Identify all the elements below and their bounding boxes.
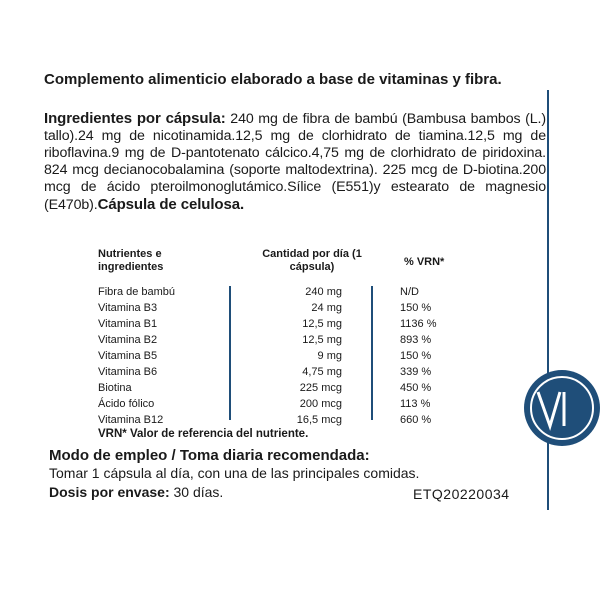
usage-title: Modo de empleo / Toma diaria recomendada… [49, 447, 370, 464]
table-cell: Fibra de bambú [98, 286, 176, 298]
logo-ring [530, 376, 594, 440]
table-cell: 339 % [400, 366, 432, 378]
table-cell: Vitamina B5 [98, 350, 158, 362]
logo-mark [536, 391, 566, 431]
table-cell: 12,5 mg [302, 334, 342, 346]
table-cell: Vitamina B1 [98, 318, 158, 330]
table-cell: 450 % [400, 382, 432, 394]
ingredients-text: 240 mg de fibra de bambú (Bambusa bambos… [44, 111, 547, 213]
table-cell: Ácido fólico [98, 398, 155, 410]
table-header: % VRN* [404, 256, 445, 268]
ingredients-label: Ingredientes por cápsula: [44, 110, 226, 127]
table-cell: 4,75 mg [302, 366, 342, 378]
table-cell: 150 % [400, 302, 432, 314]
table-cell: 150 % [400, 350, 432, 362]
logo-circle [524, 370, 600, 446]
ingredients: Ingredientes por cápsula: 240 mg de fibr… [44, 110, 546, 214]
table-cell: Biotina [98, 382, 132, 394]
table-cell: 12,5 mg [302, 318, 342, 330]
table-cell: 24 mg [311, 302, 342, 314]
ingredients-closing: Cápsula de celulosa. [97, 196, 245, 213]
table-cell: Vitamina B2 [98, 334, 158, 346]
column-divider [371, 286, 373, 420]
table-cell: 113 % [400, 398, 431, 410]
dose-label: Dosis por envase: [49, 484, 170, 500]
label-code: ETQ20220034 [413, 486, 510, 502]
table-cell: 200 mcg [299, 398, 342, 410]
table-cell: 240 mg [305, 286, 342, 298]
table-cell: Vitamina B6 [98, 366, 158, 378]
table-cell: Vitamina B12 [98, 414, 164, 426]
usage-text: Tomar 1 cápsula al día, con una de las p… [49, 465, 420, 481]
table-cell: 16,5 mcg [296, 414, 342, 426]
column-divider [229, 286, 231, 420]
brand-decoration [524, 90, 600, 510]
table-cell: N/D [400, 286, 419, 298]
table-cell: Vitamina B3 [98, 302, 158, 314]
table-footnote: VRN* Valor de referencia del nutriente. [98, 428, 309, 440]
table-cell: 660 % [400, 414, 432, 426]
dose-text: 30 días. [169, 484, 224, 500]
table-cell: 1136 % [400, 318, 437, 330]
table-cell: 9 mg [317, 350, 342, 362]
table-header: Nutrientes e ingredientes [98, 248, 164, 273]
table-header: Cantidad por día (1 cápsula) [262, 248, 362, 273]
intro: Complemento alimenticio elaborado a base… [44, 71, 502, 88]
dose: Dosis por envase: 30 días. [49, 484, 223, 500]
table-cell: 225 mcg [299, 382, 342, 394]
table-cell: 893 % [400, 334, 432, 346]
